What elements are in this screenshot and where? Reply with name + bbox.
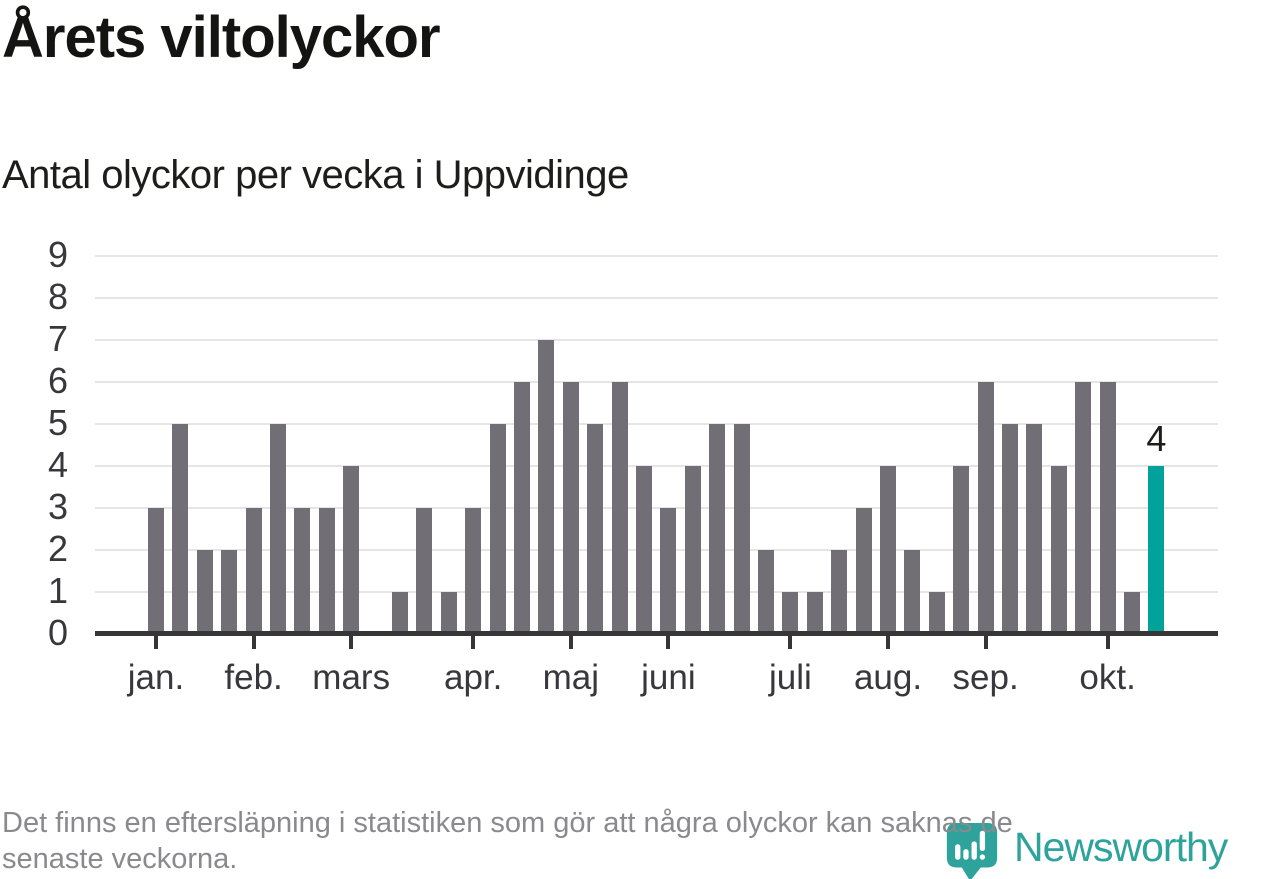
bar-week-30: [855, 508, 872, 634]
bar-week-31: [880, 466, 896, 634]
y-axis-label-3: 3: [47, 486, 68, 527]
bar-week-41: [1124, 592, 1140, 634]
bar-week-19: [587, 424, 604, 634]
gridline-y-8: [95, 297, 1218, 299]
bar-week-32: [904, 550, 921, 634]
bar-week-9: [343, 466, 360, 634]
gridline-y-5: [95, 423, 1218, 425]
y-axis-label-2: 2: [47, 528, 68, 569]
y-axis-label-4: 4: [47, 444, 68, 485]
bar-week-27: [782, 592, 799, 634]
x-tick-jan: [154, 636, 158, 649]
footnote-line-1: Det finns en eftersläpning i statistiken…: [2, 807, 1013, 839]
chart-subtitle: Antal olyckor per vecka i Uppvidinge: [2, 153, 629, 197]
bar-week-22: [660, 508, 677, 634]
gridline-y-6: [95, 381, 1218, 383]
page-title: Årets viltolyckor: [2, 5, 441, 70]
footnote: Det finns en eftersläpning i statistiken…: [2, 806, 1252, 877]
y-axis-label-5: 5: [47, 402, 68, 443]
highlight-value-label: 4: [1146, 418, 1167, 459]
bar-week-17: [538, 340, 555, 634]
y-axis-label-0: 0: [47, 612, 68, 653]
bar-week-5: [245, 508, 262, 634]
y-axis-label-6: 6: [47, 360, 68, 401]
bar-week-2: [172, 424, 189, 634]
bar-week-12: [416, 508, 433, 634]
bar-week-28: [806, 592, 823, 634]
bar-week-14: [465, 508, 482, 634]
bar-week-11: [392, 592, 408, 634]
x-axis-label-okt: okt.: [1079, 658, 1136, 697]
y-axis-label-8: 8: [47, 276, 68, 317]
bar-week-36: [1002, 424, 1018, 634]
x-axis-label-mars: mars: [312, 658, 391, 697]
x-tick-juli: [788, 636, 793, 649]
newsworthy-wordmark: Newsworthy: [1014, 824, 1228, 870]
gridline-y-4: [95, 465, 1218, 467]
gridline-y-7: [95, 339, 1218, 341]
newsworthy-pin-icon: [946, 823, 998, 879]
bar-week-21: [636, 466, 652, 634]
bar-week-13: [440, 592, 457, 634]
x-tick-sep: [983, 636, 988, 649]
x-axis-label-sep: sep.: [952, 658, 1019, 697]
bar-week-25: [733, 424, 750, 634]
x-tick-apr: [471, 636, 476, 649]
bar-week-40: [1099, 382, 1116, 634]
x-tick-okt: [1105, 636, 1110, 649]
bar-week-39: [1075, 382, 1092, 634]
x-axis-label-juli: juli: [768, 658, 812, 697]
bar-week-20: [611, 382, 628, 634]
bar-week-42-highlight: [1148, 466, 1165, 634]
bar-week-15: [489, 424, 506, 634]
bar-week-37: [1026, 424, 1043, 634]
x-axis-label-juni: juni: [641, 658, 696, 697]
bar-week-7: [294, 508, 311, 634]
bar-week-18: [562, 382, 579, 634]
y-axis-label-1: 1: [47, 570, 68, 611]
bar-week-34: [953, 466, 970, 634]
bar-week-4: [221, 550, 238, 634]
bar-week-3: [196, 550, 213, 634]
x-tick-maj: [568, 636, 573, 649]
bar-week-23: [684, 466, 701, 634]
gridline-y-1: [95, 591, 1218, 593]
x-axis-label-apr: apr.: [443, 658, 503, 697]
y-axis-label-7: 7: [47, 318, 68, 359]
x-axis-label-maj: maj: [542, 658, 599, 697]
bar-week-26: [758, 550, 774, 634]
x-axis-label-jan: jan.: [127, 658, 185, 697]
x-tick-juni: [666, 636, 671, 649]
bar-week-35: [977, 382, 994, 634]
gridline-y-9: [95, 255, 1218, 257]
x-tick-aug: [886, 636, 890, 649]
bar-week-16: [514, 382, 530, 634]
bar-week-1: [148, 508, 164, 634]
x-tick-mars: [349, 636, 354, 649]
y-axis-label-9: 9: [47, 234, 68, 275]
bar-week-6: [270, 424, 286, 634]
footnote-line-2: senaste veckorna.: [2, 842, 238, 875]
bar-week-8: [318, 508, 335, 634]
x-axis-label-feb: feb.: [224, 658, 283, 697]
bar-week-33: [928, 592, 945, 634]
x-tick-feb: [251, 636, 256, 649]
bar-week-24: [709, 424, 726, 634]
gridline-y-2: [95, 549, 1218, 551]
bar-week-38: [1050, 466, 1067, 634]
gridline-y-3: [95, 507, 1218, 509]
x-axis-label-aug: aug.: [853, 658, 923, 697]
x-axis-baseline: [95, 631, 1218, 636]
bar-week-29: [831, 550, 848, 634]
